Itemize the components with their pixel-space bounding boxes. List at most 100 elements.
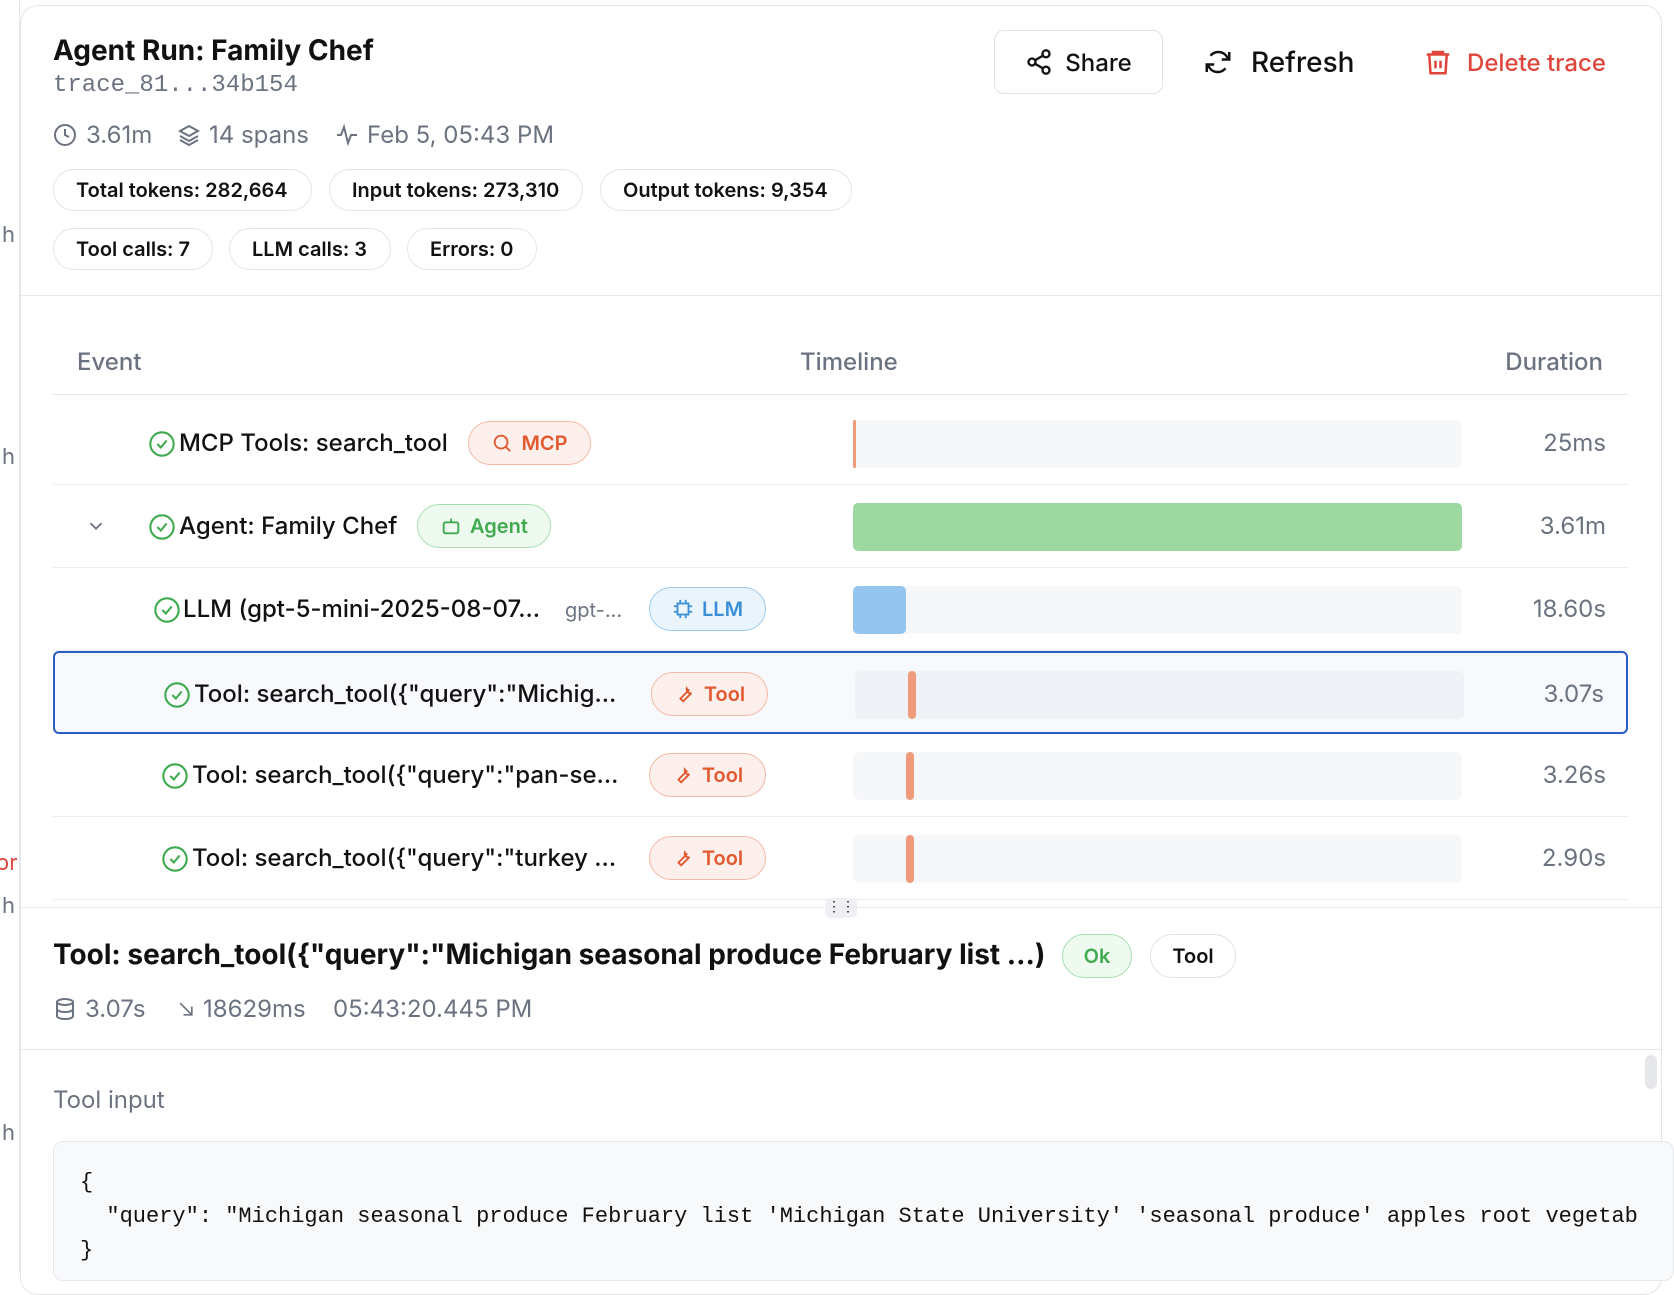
delete-label: Delete trace: [1467, 47, 1606, 77]
sidebar-fragment: h: [2, 1120, 16, 1146]
badge-label: Agent: [470, 514, 528, 538]
refresh-icon: [1205, 50, 1231, 74]
trash-icon: [1426, 50, 1450, 75]
code-block: { "query": "Michigan seasonal produce Fe…: [53, 1141, 1674, 1281]
resize-handle[interactable]: ⋮⋮: [825, 898, 857, 918]
timeline-bar: [853, 503, 1462, 551]
sidebar-fragment: or: [0, 850, 18, 876]
stat-chip: Tool calls: 7: [53, 228, 213, 270]
layers-icon: [177, 124, 201, 147]
detail-offset: 18629ms: [203, 994, 306, 1023]
offset-icon: [179, 1002, 193, 1016]
badge-icon: [442, 518, 460, 535]
kind-badge: Tool: [1150, 934, 1236, 978]
status-icon: [162, 763, 188, 789]
badge-icon: [673, 599, 693, 619]
trace-spans: 14 spans: [209, 120, 309, 149]
sidebar-edge: h h or h h: [0, 0, 20, 1272]
share-button[interactable]: Share: [994, 30, 1163, 94]
trace-duration: 3.61m: [86, 120, 153, 149]
timeline-track: [853, 835, 1462, 883]
type-badge: Tool: [649, 753, 766, 797]
badge-icon: [678, 685, 692, 703]
column-header: Timeline: [800, 347, 898, 376]
span-row[interactable]: Agent: Family Chef Agent 3.61m: [53, 485, 1628, 568]
span-model: gpt-...: [565, 598, 623, 622]
type-badge: MCP: [468, 421, 591, 465]
type-badge: Tool: [651, 672, 768, 716]
span-name: Tool: search_tool({"query":"turkey ...: [192, 843, 617, 872]
stat-chip: Total tokens: 282,664: [53, 169, 312, 211]
status-icon: [164, 682, 190, 708]
badge-icon: [676, 849, 690, 867]
section-label: Tool input: [53, 1085, 165, 1114]
divider: [53, 394, 1628, 395]
span-row[interactable]: MCP Tools: search_tool MCP 25ms: [53, 402, 1628, 485]
column-header: Event: [77, 347, 142, 376]
stat-chip: LLM calls: 3: [229, 228, 391, 270]
badge-label: Tool: [701, 846, 744, 870]
column-header: Duration: [1505, 347, 1603, 376]
span-duration: 3.61m: [1539, 511, 1606, 540]
span-name: MCP Tools: search_tool: [179, 428, 448, 457]
span-row[interactable]: Tool: search_tool({"query":"pan-se... Too…: [53, 734, 1628, 817]
trace-started: Feb 5, 05:43 PM: [367, 120, 554, 149]
stat-chip: Errors: 0: [407, 228, 537, 270]
status-icon: [149, 431, 175, 457]
timeline-track: [853, 503, 1462, 551]
timeline-track: [853, 420, 1462, 468]
status-icon: [162, 846, 188, 872]
span-row[interactable]: Tool: search_tool({"query":"turkey ... To…: [53, 817, 1628, 900]
detail-title: Tool: search_tool({"query":"Michigan sea…: [53, 937, 1046, 971]
share-icon: [1027, 49, 1051, 75]
detail-duration: 3.07s: [85, 994, 146, 1023]
divider: [21, 295, 1661, 296]
span-name: LLM (gpt-5-mini-2025-08-07...: [183, 594, 541, 623]
span-name: Tool: search_tool({"query":"pan-se...: [192, 760, 619, 789]
code-line: }: [80, 1238, 94, 1263]
span-row[interactable]: Tool: search_tool({"query":"Michig... Too…: [53, 651, 1628, 734]
db-icon: [56, 998, 74, 1021]
detail-timestamp: 05:43:20.445 PM: [333, 994, 533, 1023]
sidebar-fragment: h: [2, 893, 16, 919]
sidebar-fragment: h: [2, 444, 16, 470]
span-row[interactable]: LLM (gpt-5-mini-2025-08-07... gpt-... LLM 1…: [53, 568, 1628, 651]
status-icon: [154, 597, 180, 623]
timeline-track: [853, 752, 1462, 800]
trace-title: Agent Run: Family Chef: [53, 33, 374, 67]
code-line: "query": "Michigan seasonal produce Febr…: [80, 1204, 1638, 1229]
span-duration: 3.07s: [1543, 679, 1604, 708]
collapse-chevron[interactable]: [85, 515, 107, 537]
badge-icon: [676, 766, 690, 784]
timeline-bar: [853, 420, 856, 468]
span-duration: 25ms: [1543, 428, 1606, 457]
badge-label: Tool: [703, 682, 746, 706]
badge-label: LLM: [701, 597, 744, 621]
stat-chip: Output tokens: 9,354: [600, 169, 852, 211]
type-badge: LLM: [649, 587, 766, 631]
delete-button[interactable]: Delete trace: [1423, 30, 1618, 94]
span-duration: 2.90s: [1541, 843, 1606, 872]
status-badge: Ok: [1062, 934, 1132, 978]
span-duration: 3.26s: [1542, 760, 1606, 789]
clock-icon: [54, 124, 76, 146]
refresh-button[interactable]: Refresh: [1203, 30, 1368, 94]
span-name: Agent: Family Chef: [179, 511, 398, 540]
badge-label: Tool: [701, 763, 744, 787]
timeline-track: [853, 586, 1462, 634]
timeline-bar: [906, 752, 914, 800]
stat-chip: Input tokens: 273,310: [329, 169, 583, 211]
badge-icon: [494, 434, 512, 452]
trace-id: trace_81...34b154: [53, 72, 298, 99]
badge-label: MCP: [521, 431, 568, 455]
timeline-bar: [853, 586, 906, 634]
status-icon: [149, 514, 175, 540]
timeline-bar: [908, 671, 916, 719]
refresh-label: Refresh: [1251, 45, 1355, 79]
scrollbar[interactable]: [1645, 1055, 1657, 1089]
activity-icon: [337, 123, 357, 147]
timeline-bar: [906, 835, 914, 883]
code-line: {: [80, 1170, 94, 1195]
divider: [21, 1049, 1661, 1050]
